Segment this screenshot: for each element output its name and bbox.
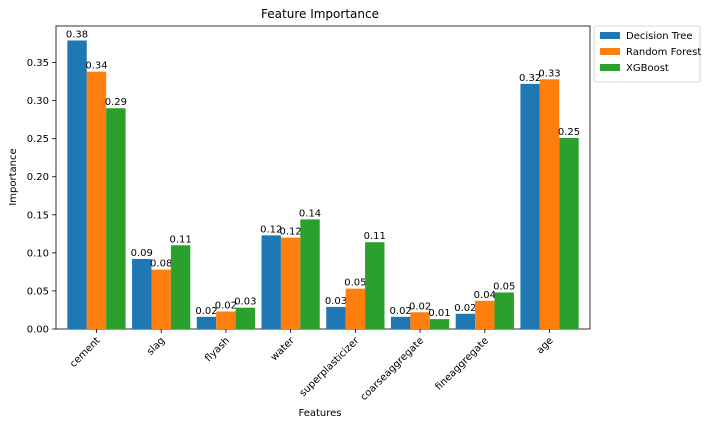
data-label: 0.12 — [280, 227, 302, 238]
chart-title: Feature Importance — [261, 7, 379, 21]
bar-flyash-random-forest — [216, 311, 236, 329]
plot-area: 0.00 0.05 0.10 0.15 0.20 0.25 0.30 0.35 0.38 0.34… — [27, 25, 591, 403]
y-tick-label: 0.10 — [27, 248, 49, 259]
x-tick-label: flyash — [203, 335, 232, 364]
bar-superplasticizer-random-forest — [345, 288, 366, 329]
data-label: 0.02 — [215, 300, 237, 311]
bar-superplasticizer-xgboost — [365, 242, 385, 329]
bar-coarseaggregate-random-forest — [410, 312, 430, 329]
data-label: 0.04 — [474, 290, 496, 301]
y-tick-label: 0.20 — [27, 172, 49, 183]
bar-superplasticizer-decision-tree — [326, 306, 346, 329]
bar-cement-decision-tree — [67, 40, 87, 330]
bar-flyash-decision-tree — [196, 316, 217, 329]
x-tick-label: fineaggregate — [434, 335, 491, 392]
y-axis-label: Importance — [8, 148, 19, 205]
y-tick-label: 0.25 — [27, 134, 49, 145]
data-label: 0.34 — [85, 61, 107, 72]
data-label: 0.08 — [150, 259, 172, 270]
bar-age-decision-tree — [520, 83, 540, 329]
bar-fineaggregate-decision-tree — [455, 313, 476, 329]
plot-frame — [55, 25, 591, 330]
bar-flyash-xgboost — [235, 307, 256, 329]
bar-coarseaggregate-xgboost — [429, 319, 450, 329]
x-tick-label: water — [269, 335, 298, 364]
bar-coarseaggregate-decision-tree — [390, 316, 411, 329]
data-label: 0.03 — [325, 296, 347, 307]
x-axis-label: Features — [299, 408, 342, 419]
bar-water-decision-tree — [261, 235, 281, 329]
bar-water-xgboost — [300, 219, 320, 329]
data-label: 0.05 — [344, 278, 366, 289]
data-label: 0.11 — [364, 231, 386, 242]
data-label: 0.09 — [131, 248, 153, 259]
x-tick-label: coarseaggregate — [359, 335, 427, 403]
bar-age-xgboost — [559, 137, 579, 329]
bar-slag-decision-tree — [132, 258, 152, 329]
bar-cement-xgboost — [106, 108, 126, 330]
x-tick-label: slag — [145, 335, 167, 357]
data-label: 0.03 — [234, 297, 256, 308]
data-label: 0.25 — [558, 127, 580, 138]
legend-label: XGBoost — [626, 63, 669, 74]
y-tick-label: 0.05 — [27, 286, 49, 297]
legend-swatch — [600, 64, 620, 71]
y-tick-label: 0.35 — [27, 58, 49, 69]
bar-age-random-forest — [539, 79, 560, 329]
data-label: 0.38 — [66, 29, 88, 40]
data-label: 0.02 — [195, 306, 217, 317]
legend-label: Random Forest — [626, 47, 701, 58]
data-label: 0.01 — [428, 308, 450, 319]
data-label: 0.05 — [493, 281, 515, 292]
legend-swatch — [600, 48, 620, 55]
data-label: 0.29 — [105, 97, 127, 108]
legend-label: Decision Tree — [626, 31, 693, 42]
data-label: 0.02 — [409, 301, 431, 312]
legend-swatch — [600, 32, 620, 39]
bar-slag-random-forest — [151, 269, 171, 329]
x-tick-label: superplasticizer — [298, 335, 362, 399]
data-label: 0.33 — [538, 68, 560, 79]
bar-slag-xgboost — [170, 245, 191, 329]
data-label: 0.11 — [169, 234, 191, 245]
data-label: 0.02 — [454, 303, 476, 314]
data-label: 0.32 — [519, 73, 541, 84]
y-tick-label: 0.00 — [27, 325, 49, 336]
x-tick-label: age — [535, 335, 556, 356]
y-tick-label: 0.15 — [27, 210, 49, 221]
data-label: 0.02 — [390, 306, 412, 317]
bar-fineaggregate-xgboost — [494, 292, 514, 329]
data-label: 0.14 — [299, 208, 321, 219]
legend-box — [593, 25, 701, 83]
bar-fineaggregate-random-forest — [475, 300, 495, 329]
legend: Decision Tree Random Forest XGBoost — [593, 25, 701, 83]
y-tick-label: 0.30 — [27, 96, 49, 107]
data-label: 0.12 — [260, 224, 282, 235]
x-tick-label: cement — [68, 335, 103, 370]
bar-water-random-forest — [280, 237, 301, 329]
bar-cement-random-forest — [86, 71, 107, 329]
